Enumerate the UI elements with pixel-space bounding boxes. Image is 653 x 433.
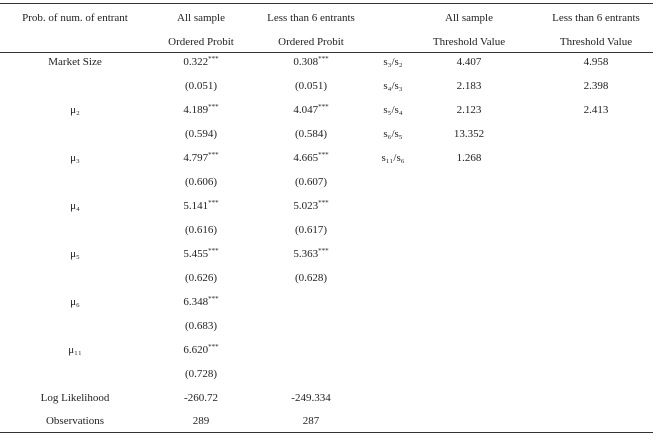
all-cell: (0.728) <box>184 368 218 380</box>
coefficient: 0.322 <box>183 56 209 68</box>
significance-stars: *** <box>208 295 219 303</box>
ratio-cell: s₆/s₅ <box>383 128 403 140</box>
coefficient: 4.665 <box>293 152 319 164</box>
less6-cell: -249.334 <box>291 392 331 404</box>
all-cell: 6.620*** <box>183 343 219 357</box>
ratio-cell: s₄/s₃ <box>383 80 403 92</box>
significance-stars: *** <box>318 103 329 111</box>
label-cell: μ₄ <box>70 200 80 212</box>
all-cell: 6.348*** <box>183 295 219 309</box>
significance-stars: *** <box>208 199 219 207</box>
significance-stars: *** <box>208 247 219 255</box>
label-cell: Observations <box>45 415 105 427</box>
thr_all-cell: All sample <box>445 12 493 24</box>
label-cell: μ₆ <box>70 296 80 308</box>
less6-cell: 4.665*** <box>293 151 329 165</box>
thr_all-cell: 1.268 <box>456 152 482 164</box>
coefficient: 4.797 <box>183 152 209 164</box>
significance-stars: *** <box>208 103 219 111</box>
all-cell: (0.051) <box>184 80 218 92</box>
all-cell: 289 <box>192 415 210 427</box>
thr_less6-cell: 4.958 <box>583 56 609 68</box>
coefficient: 5.141 <box>183 200 209 212</box>
thr_less6-cell: 2.398 <box>583 80 609 92</box>
top-rule <box>0 3 653 4</box>
all-cell: Ordered Probit <box>168 36 234 48</box>
thr_all-cell: 2.183 <box>456 80 482 92</box>
coefficient: 4.189 <box>183 104 209 116</box>
less6-cell: (0.607) <box>294 176 328 188</box>
less6-cell: 4.047*** <box>293 103 329 117</box>
coefficient: 5.363 <box>293 248 319 260</box>
coefficient: 0.308 <box>293 56 319 68</box>
less6-cell: 5.023*** <box>293 199 329 213</box>
all-cell: 0.322*** <box>183 55 219 69</box>
coefficient: 6.348 <box>183 296 209 308</box>
thr_all-cell: 4.407 <box>456 56 482 68</box>
all-cell: 4.797*** <box>183 151 219 165</box>
ratio-cell: s₁₁/s₆ <box>381 152 405 164</box>
all-cell: (0.594) <box>184 128 218 140</box>
label-cell: Prob. of num. of entrant <box>22 12 128 24</box>
significance-stars: *** <box>208 55 219 63</box>
less6-cell: (0.617) <box>294 224 328 236</box>
significance-stars: *** <box>318 151 329 159</box>
label-cell: μ₅ <box>70 248 80 260</box>
thr_less6-cell: Threshold Value <box>559 36 633 48</box>
all-cell: 4.189*** <box>183 103 219 117</box>
label-cell: μ₃ <box>70 152 80 164</box>
all-cell: (0.616) <box>184 224 218 236</box>
significance-stars: *** <box>208 151 219 159</box>
label-cell: Log Likelihood <box>40 392 110 404</box>
thr_less6-cell: 2.413 <box>583 104 609 116</box>
less6-cell: 0.308*** <box>293 55 329 69</box>
all-cell: (0.683) <box>184 320 218 332</box>
significance-stars: *** <box>318 199 329 207</box>
header-rule <box>0 52 653 53</box>
coefficient: 4.047 <box>293 104 319 116</box>
all-cell: 5.455*** <box>183 247 219 261</box>
all-cell: -260.72 <box>184 392 218 404</box>
thr_all-cell: 13.352 <box>453 128 485 140</box>
thr_all-cell: Threshold Value <box>432 36 506 48</box>
ratio-cell: s₅/s₄ <box>383 104 403 116</box>
significance-stars: *** <box>318 247 329 255</box>
less6-cell: (0.051) <box>294 80 328 92</box>
coefficient: 5.023 <box>293 200 319 212</box>
less6-cell: (0.584) <box>294 128 328 140</box>
less6-cell: 5.363*** <box>293 247 329 261</box>
coefficient: 5.455 <box>183 248 209 260</box>
all-cell: (0.626) <box>184 272 218 284</box>
less6-cell: Less than 6 entrants <box>267 12 355 24</box>
all-cell: (0.606) <box>184 176 218 188</box>
label-cell: Market Size <box>48 56 102 68</box>
ratio-cell: s₃/s₂ <box>383 56 403 68</box>
less6-cell: (0.628) <box>294 272 328 284</box>
all-cell: All sample <box>177 12 225 24</box>
all-cell: 5.141*** <box>183 199 219 213</box>
coefficient: 6.620 <box>183 344 209 356</box>
less6-cell: Ordered Probit <box>278 36 344 48</box>
significance-stars: *** <box>208 343 219 351</box>
thr_all-cell: 2.123 <box>456 104 482 116</box>
significance-stars: *** <box>318 55 329 63</box>
thr_less6-cell: Less than 6 entrants <box>552 12 640 24</box>
label-cell: μ₂ <box>70 104 80 116</box>
label-cell: μ₁₁ <box>68 344 82 356</box>
less6-cell: 287 <box>302 415 320 427</box>
